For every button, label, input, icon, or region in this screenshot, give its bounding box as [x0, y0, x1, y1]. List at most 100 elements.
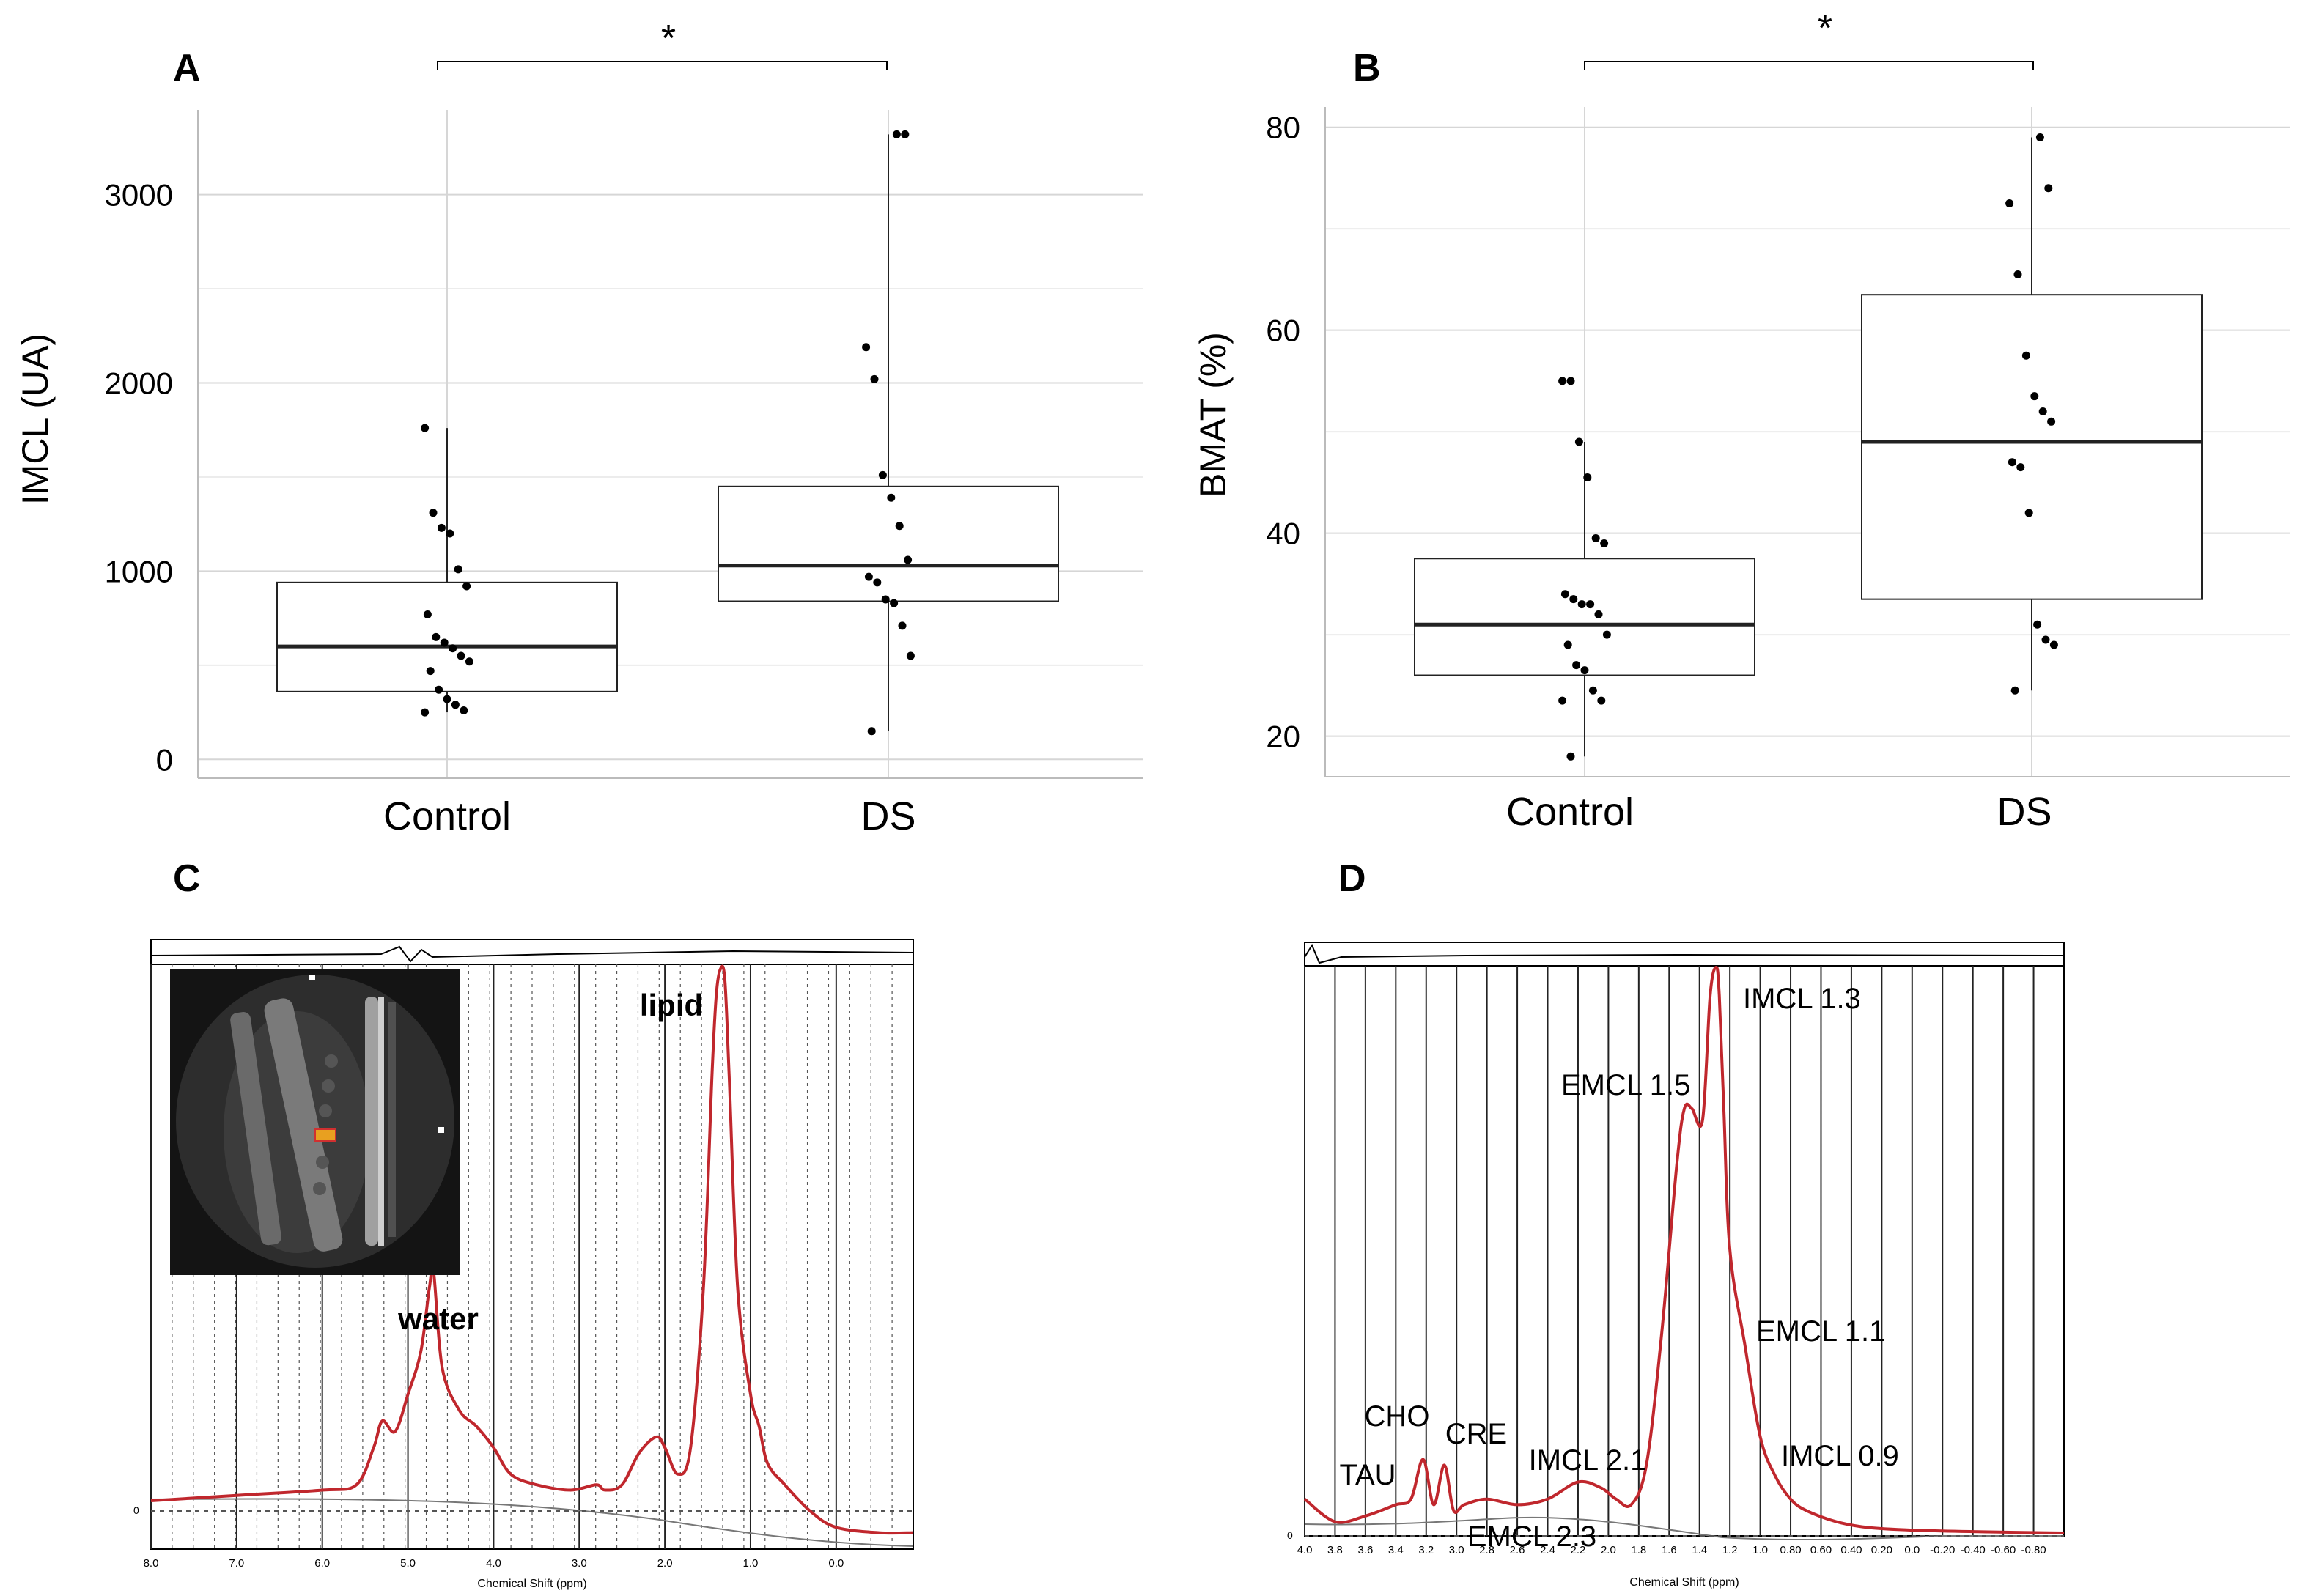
panel-label-c: C — [173, 857, 201, 900]
spectrum-c: 0 8.0 7.0 6.0 5.0 4.0 3.0 2.0 1.0 0.0 Chemical S… — [133, 939, 914, 1590]
x-tick-label: 2.2 — [1571, 1544, 1586, 1556]
data-point — [873, 578, 882, 587]
data-point — [454, 565, 462, 574]
y-axis-title: BMAT (%) — [1193, 332, 1234, 498]
data-point — [437, 523, 446, 532]
x-tick-label: 3.2 — [1418, 1544, 1434, 1556]
significance-bracket — [1584, 61, 2034, 70]
data-point — [435, 685, 443, 694]
x-tick-ds: DS — [1997, 790, 2052, 834]
x-tick-label: 2.6 — [1510, 1544, 1525, 1556]
x-tick-label: 0.20 — [1871, 1544, 1892, 1556]
data-point — [895, 522, 904, 531]
x-axis-title: Chemical Shift (ppm) — [477, 1578, 586, 1590]
data-point — [1572, 661, 1581, 670]
x-tick-label: 2.0 — [657, 1557, 673, 1570]
x-tick-label: 0.40 — [1840, 1544, 1862, 1556]
y-tick-label: 2000 — [105, 366, 173, 401]
data-point — [1597, 696, 1606, 705]
data-point — [446, 529, 454, 538]
x-tick-label: 5.0 — [400, 1557, 416, 1570]
data-point — [901, 130, 910, 138]
data-point — [1566, 377, 1575, 385]
data-point — [2044, 184, 2053, 193]
data-point — [1588, 686, 1597, 695]
voxel-marker — [314, 1128, 336, 1142]
x-tick-label: 1.0 — [743, 1557, 759, 1570]
significance-label: * — [1818, 7, 1832, 50]
data-point — [1580, 666, 1589, 675]
significance-label: * — [661, 18, 676, 60]
data-point — [1563, 640, 1572, 649]
panel-label-d: D — [1338, 857, 1366, 900]
x-tick-label: 2.4 — [1540, 1544, 1555, 1556]
data-point — [1558, 377, 1567, 385]
x-tick-label: 1.8 — [1631, 1544, 1646, 1556]
data-point — [457, 651, 465, 660]
x-tick-label: 4.0 — [1297, 1544, 1313, 1556]
data-point — [906, 651, 915, 660]
box-plot-imcl: 0 1000 2000 3000 IMCL (UA) * Control DS — [15, 18, 1143, 838]
panel-label-b: B — [1353, 47, 1381, 89]
data-point — [2033, 620, 2042, 629]
data-point — [862, 343, 871, 352]
data-point — [1558, 696, 1567, 705]
data-point — [1560, 590, 1569, 599]
plot-frame — [1304, 965, 2065, 1537]
x-tick-label: 1.4 — [1692, 1544, 1707, 1556]
peak-label: CRE — [1445, 1418, 1507, 1450]
data-point — [2024, 509, 2033, 517]
data-point — [429, 509, 438, 517]
data-point — [423, 610, 432, 618]
data-point — [892, 130, 901, 138]
data-point — [2010, 686, 2019, 695]
data-point — [2021, 351, 2030, 360]
data-point — [878, 470, 887, 479]
x-tick-label: 7.0 — [229, 1557, 244, 1570]
significance-bracket — [437, 61, 888, 70]
y-zero-label: 0 — [133, 1504, 139, 1516]
x-tick-label: 3.0 — [1449, 1544, 1464, 1556]
x-tick-label: 3.6 — [1357, 1544, 1373, 1556]
data-point — [898, 621, 907, 630]
x-tick-label: 2.0 — [1601, 1544, 1616, 1556]
x-tick-label: -0.40 — [1961, 1544, 1986, 1556]
y-tick-label: 3000 — [105, 178, 173, 213]
data-point — [443, 695, 451, 703]
peak-label: EMCL 1.5 — [1561, 1069, 1690, 1101]
peak-label: IMCL 1.3 — [1743, 983, 1861, 1015]
spectrum-line — [150, 964, 914, 1535]
y-zero-label: 0 — [1287, 1529, 1293, 1541]
y-tick-label: 80 — [1266, 111, 1300, 145]
x-tick-label: 3.4 — [1388, 1544, 1404, 1556]
data-point — [440, 638, 449, 647]
x-tick-label: 1.0 — [1752, 1544, 1768, 1556]
box-iqr — [1414, 558, 1755, 676]
data-point — [2038, 407, 2047, 415]
data-point — [1600, 539, 1609, 547]
data-point — [2041, 635, 2050, 644]
data-point — [2049, 640, 2058, 649]
data-point — [1574, 437, 1583, 446]
data-point — [1566, 752, 1575, 761]
x-tick-control: Control — [383, 794, 511, 838]
data-point — [421, 708, 430, 717]
x-tick-label: 0.80 — [1780, 1544, 1801, 1556]
x-tick-label: -0.20 — [1930, 1544, 1955, 1556]
baseline-fit — [1304, 1516, 2064, 1541]
x-tick-label: 8.0 — [144, 1557, 159, 1570]
data-point — [864, 572, 873, 581]
x-tick-label: 6.0 — [314, 1557, 330, 1570]
data-point — [1591, 534, 1600, 543]
data-point — [426, 667, 435, 676]
x-tick-label: -0.80 — [2021, 1544, 2046, 1556]
x-axis-title: Chemical Shift (ppm) — [1629, 1576, 1739, 1589]
data-point — [867, 727, 876, 736]
data-point — [2035, 133, 2044, 142]
y-tick-label: 60 — [1266, 314, 1300, 348]
data-point — [421, 424, 430, 432]
data-point — [2013, 270, 2022, 278]
data-point — [462, 582, 471, 591]
y-tick-label: 20 — [1266, 720, 1300, 754]
y-tick-label: 1000 — [105, 554, 173, 588]
